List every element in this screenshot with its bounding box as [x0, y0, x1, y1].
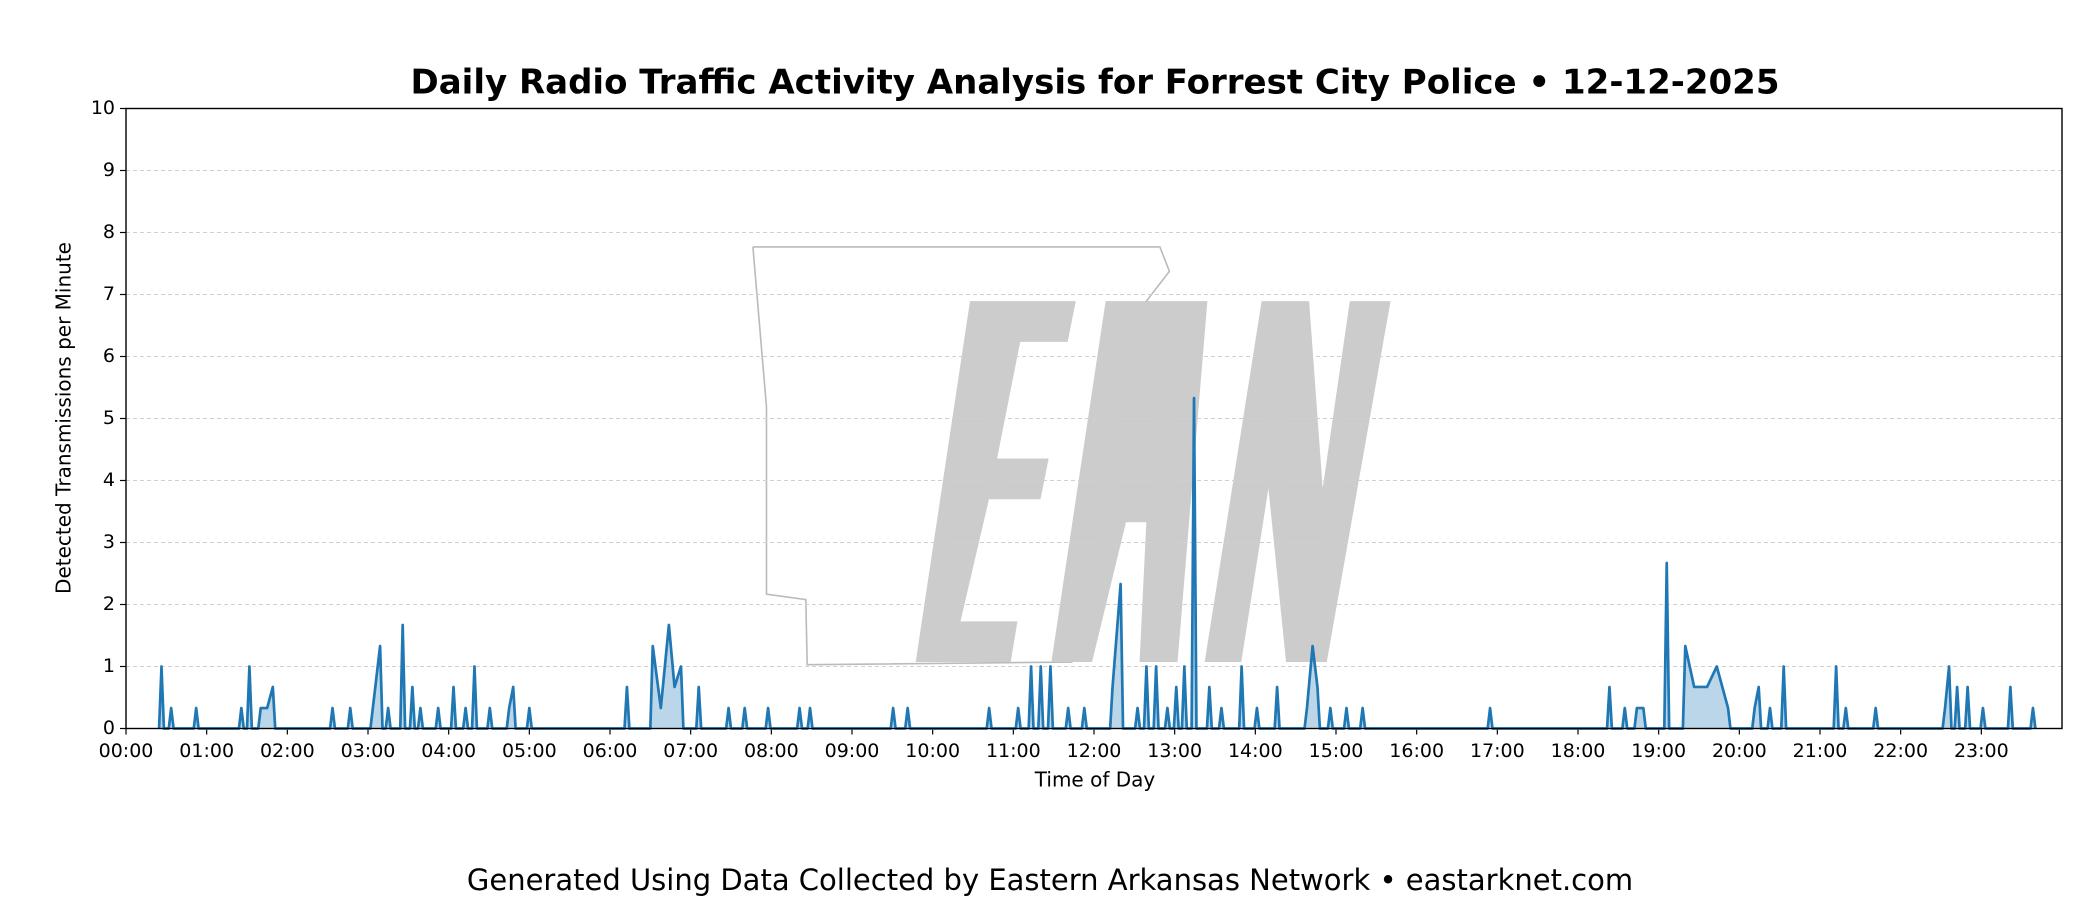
x-tick-label: 19:00: [1631, 740, 1686, 762]
y-tick-label: 3: [103, 531, 115, 553]
y-tick-label: 10: [91, 97, 115, 119]
x-tick-label: 07:00: [663, 740, 718, 762]
footer: Generated Using Data Collected by Easter…: [467, 863, 1633, 897]
logo-letter: [915, 301, 1076, 663]
x-tick-label: 11:00: [986, 740, 1041, 762]
x-tick-label: 20:00: [1712, 740, 1767, 762]
x-tick-label: 01:00: [179, 740, 234, 762]
y-tick-label: 5: [103, 407, 115, 429]
x-tick-label: 16:00: [1389, 740, 1444, 762]
x-tick-label: 02:00: [260, 740, 315, 762]
x-tick-label: 22:00: [1873, 740, 1928, 762]
y-tick-label: 2: [103, 593, 115, 615]
y-tick-label: 1: [103, 655, 115, 677]
x-tick-label: 18:00: [1551, 740, 1606, 762]
y-tick-label: 8: [103, 221, 115, 243]
x-tick-label: 00:00: [99, 740, 154, 762]
x-tick-label: 14:00: [1228, 740, 1283, 762]
y-tick-label: 4: [103, 469, 115, 491]
y-tick-label: 6: [103, 345, 115, 367]
x-tick-label: 21:00: [1793, 740, 1848, 762]
y-axis-label: Detected Transmissions per Minute: [52, 242, 76, 594]
chart-title: Daily Radio Traffic Activity Analysis fo…: [411, 63, 1780, 103]
x-tick-label: 05:00: [502, 740, 557, 762]
x-tick-label: 13:00: [1147, 740, 1202, 762]
x-tick-label: 23:00: [1954, 740, 2009, 762]
y-tick-label: 9: [103, 159, 115, 181]
x-axis-label: Time of Day: [1034, 768, 1156, 792]
x-tick-label: 08:00: [744, 740, 799, 762]
x-tick-label: 12:00: [1067, 740, 1122, 762]
plot-frame: [125, 107, 2063, 730]
x-tick-label: 10:00: [905, 740, 960, 762]
x-tick-label: 09:00: [825, 740, 880, 762]
y-tick-label: 0: [103, 717, 115, 739]
y-tick-label: 7: [103, 283, 115, 305]
watermark: [752, 246, 1391, 666]
x-tick-label: 03:00: [341, 740, 396, 762]
x-tick-label: 06:00: [583, 740, 638, 762]
logo-letter: [1051, 301, 1208, 663]
x-tick-label: 15:00: [1309, 740, 1364, 762]
x-tick-label: 17:00: [1470, 740, 1525, 762]
x-tick-label: 04:00: [421, 740, 476, 762]
logo-letter: [1204, 301, 1391, 663]
